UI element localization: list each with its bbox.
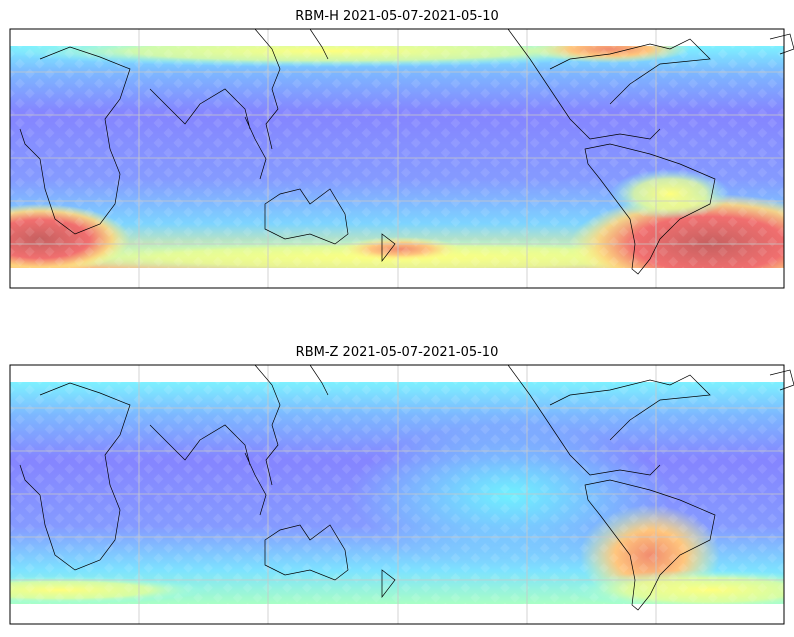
frame — [9, 364, 785, 625]
coastline — [19, 364, 794, 611]
frame — [9, 28, 785, 289]
heatmap — [10, 382, 784, 604]
map-panel — [9, 28, 794, 289]
panel-title: RBM-Z 2021-05-07-2021-05-10 — [296, 345, 499, 360]
coastline — [19, 28, 794, 275]
panel-title: RBM-H 2021-05-07-2021-05-10 — [295, 9, 499, 24]
heatmap — [10, 46, 784, 268]
map-panel — [9, 364, 794, 625]
